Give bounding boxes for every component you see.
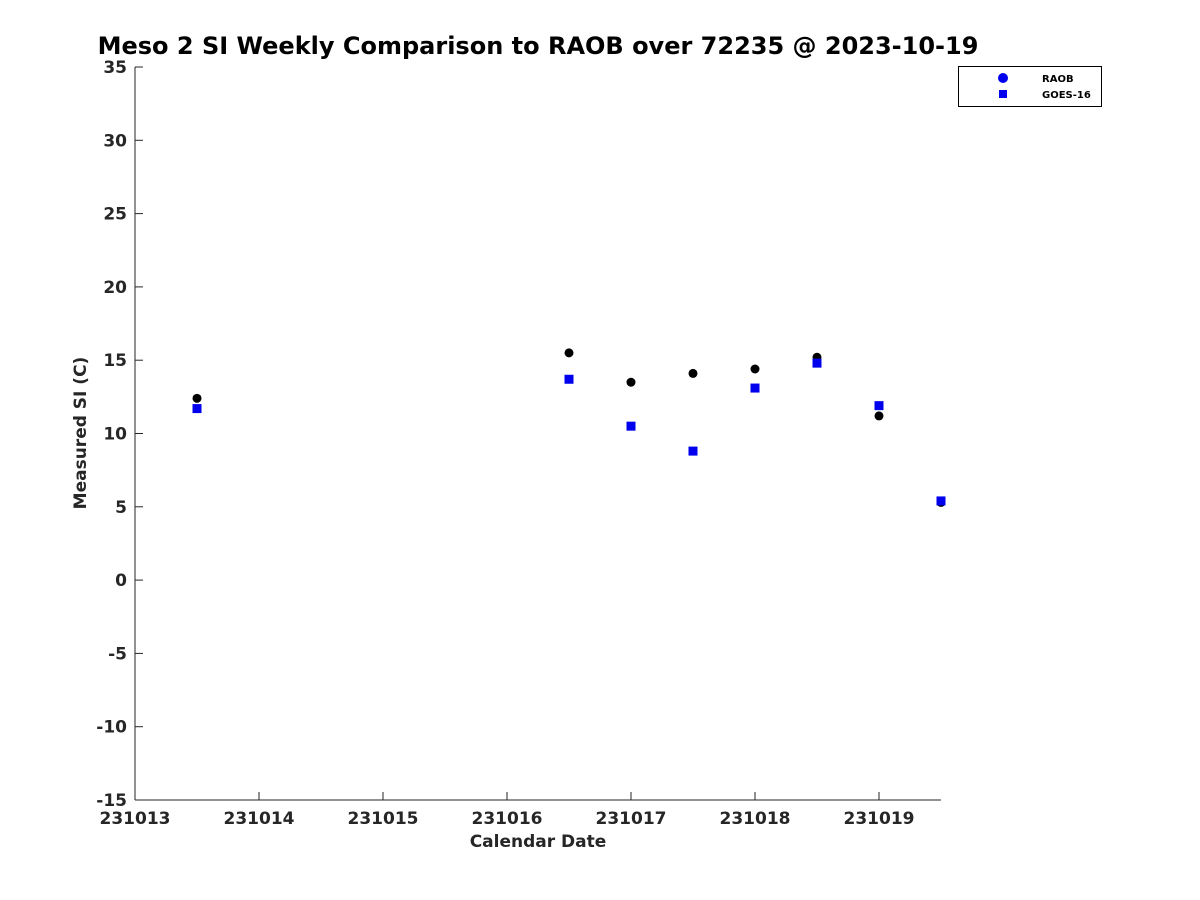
legend-marker-goes-16 [999,90,1007,98]
raob-point [192,393,202,403]
y-tick-label: 5 [115,498,127,518]
y-tick-label: 20 [103,278,127,298]
x-tick-label: 231018 [720,809,791,829]
y-tick-label: 10 [103,425,127,445]
goes-16-point [564,374,574,384]
raob-point [626,377,636,387]
x-tick-label: 231015 [348,809,419,829]
raob-point [750,364,760,374]
goes-16-point [192,404,202,414]
goes-16-point [626,421,636,431]
legend-label: RAOB [1042,74,1074,85]
x-tick-label: 231017 [596,809,667,829]
y-tick-label: 30 [103,131,127,151]
y-tick-label: 0 [115,571,127,591]
series-goes-16 [192,358,946,506]
raob-point [688,368,698,378]
y-tick-label: 35 [103,58,127,78]
goes-16-point [874,401,884,411]
raob-point [564,348,574,358]
y-tick-label: -5 [108,644,127,664]
y-axis-label: Measured SI (C) [71,357,91,510]
y-tick-label: -10 [96,718,127,738]
x-tick-label: 231019 [844,809,915,829]
y-axis-ticks: -15 -10 -5 0 5 10 15 20 25 30 35 [96,58,143,811]
goes-16-point [688,446,698,456]
x-axis-label: Calendar Date [470,832,607,852]
series-raob [192,348,946,507]
x-tick-label: 231013 [100,809,171,829]
x-tick-label: 231014 [224,809,295,829]
x-axis-ticks: 231013 231014 231015 231016 231017 231018 2310… [100,792,915,829]
chart-title: Meso 2 SI Weekly Comparison to RAOB over… [98,32,979,60]
goes-16-point [936,496,946,506]
y-tick-label: 25 [103,205,127,225]
raob-point [874,411,884,421]
y-tick-label: 15 [103,351,127,371]
legend: RAOB GOES-16 [958,66,1102,107]
goes-16-point [812,358,822,368]
legend-label: GOES-16 [1042,90,1091,101]
y-tick-label: -15 [96,791,127,811]
x-tick-label: 231016 [472,809,543,829]
data-points [192,348,946,507]
legend-marker-raob [998,73,1008,83]
axes [134,67,941,801]
legend-box [958,66,1102,107]
goes-16-point [750,383,760,393]
